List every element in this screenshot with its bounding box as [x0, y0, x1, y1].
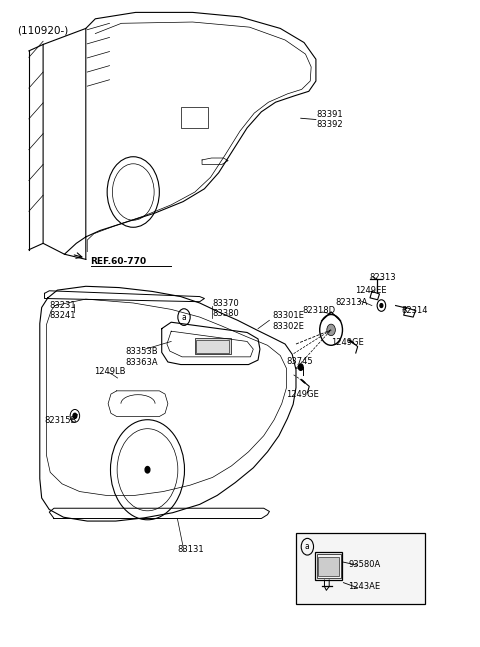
- Text: 1249GE: 1249GE: [287, 389, 319, 399]
- Bar: [317, 554, 341, 578]
- Text: REF.60-770: REF.60-770: [91, 257, 147, 266]
- Text: 93580A: 93580A: [348, 560, 381, 569]
- Bar: [180, 107, 208, 128]
- Text: 1249GE: 1249GE: [331, 338, 364, 347]
- Text: 83370
83380: 83370 83380: [213, 299, 239, 318]
- Bar: [195, 338, 230, 355]
- Text: 1243AE: 1243AE: [348, 582, 380, 591]
- Bar: [315, 552, 342, 580]
- Text: a: a: [181, 313, 186, 322]
- Text: a: a: [305, 542, 310, 551]
- Text: 83231
83241: 83231 83241: [49, 301, 76, 320]
- Text: 82314: 82314: [401, 306, 428, 315]
- Circle shape: [299, 364, 303, 370]
- Text: 83391
83392: 83391 83392: [317, 110, 344, 129]
- Bar: [318, 557, 339, 576]
- Text: 82313: 82313: [369, 273, 396, 282]
- Text: 83353B
83363A: 83353B 83363A: [125, 347, 158, 367]
- Bar: [296, 532, 425, 604]
- Text: (110920-): (110920-): [17, 25, 68, 35]
- Circle shape: [73, 413, 77, 419]
- Text: 82313A: 82313A: [336, 298, 368, 307]
- Text: 83131: 83131: [178, 545, 204, 554]
- Text: 1249LB: 1249LB: [94, 367, 125, 376]
- Text: 83301E
83302E: 83301E 83302E: [272, 311, 304, 331]
- Circle shape: [380, 303, 383, 307]
- Text: 82315B: 82315B: [45, 416, 77, 425]
- Text: 83745: 83745: [287, 358, 313, 366]
- Text: 1249EE: 1249EE: [355, 285, 386, 294]
- Circle shape: [327, 324, 336, 336]
- Text: 82318D: 82318D: [302, 306, 336, 315]
- Circle shape: [145, 466, 150, 473]
- Bar: [196, 340, 229, 353]
